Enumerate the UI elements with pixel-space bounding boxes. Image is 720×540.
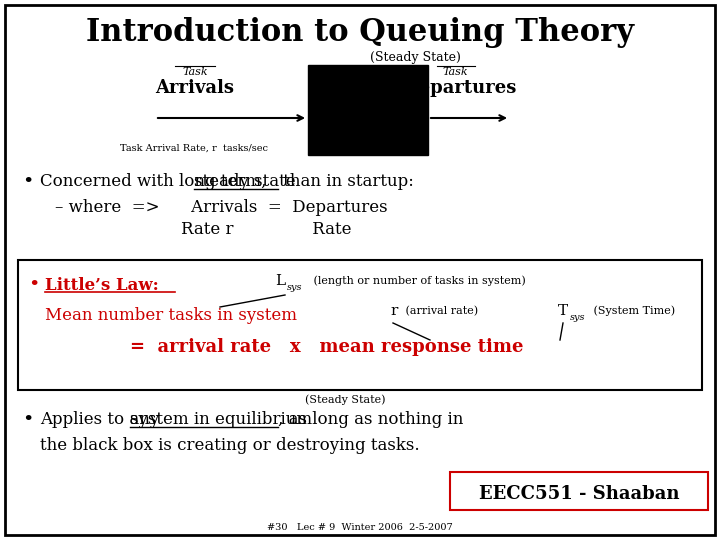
Text: system in equilibrium: system in equilibrium bbox=[130, 411, 312, 429]
Bar bbox=[308, 65, 428, 155]
Text: steady state: steady state bbox=[194, 173, 296, 191]
Text: =  arrival rate   x   mean response time: = arrival rate x mean response time bbox=[130, 338, 523, 356]
Bar bbox=[18, 260, 702, 390]
Text: (arrival rate): (arrival rate) bbox=[402, 306, 478, 316]
Text: EECC551 - Shaaban: EECC551 - Shaaban bbox=[479, 485, 679, 503]
Text: L: L bbox=[275, 274, 285, 288]
Text: Introduction to Queuing Theory: Introduction to Queuing Theory bbox=[86, 17, 634, 48]
Text: than in startup:: than in startup: bbox=[278, 173, 414, 191]
Text: #30   Lec # 9  Winter 2006  2-5-2007: #30 Lec # 9 Winter 2006 2-5-2007 bbox=[267, 523, 453, 532]
Text: Task: Task bbox=[442, 67, 468, 77]
Text: (length or number of tasks in system): (length or number of tasks in system) bbox=[310, 276, 526, 286]
Text: Mean number tasks in system: Mean number tasks in system bbox=[45, 307, 297, 323]
Text: sys: sys bbox=[287, 284, 302, 293]
Text: •: • bbox=[28, 276, 40, 294]
Text: , as long as nothing in: , as long as nothing in bbox=[278, 411, 464, 429]
Text: Little’s Law:: Little’s Law: bbox=[45, 276, 158, 294]
Text: Task: Task bbox=[182, 67, 208, 77]
Text: •: • bbox=[22, 173, 33, 191]
Text: Task Arrival Rate, r  tasks/sec: Task Arrival Rate, r tasks/sec bbox=[120, 144, 268, 152]
Text: Concerned with long term,: Concerned with long term, bbox=[40, 173, 271, 191]
Text: r: r bbox=[390, 304, 397, 318]
Text: T: T bbox=[558, 304, 568, 318]
Text: (System Time): (System Time) bbox=[590, 306, 675, 316]
Text: Arrivals: Arrivals bbox=[156, 79, 235, 97]
Text: Applies to any: Applies to any bbox=[40, 411, 164, 429]
Text: •: • bbox=[22, 411, 33, 429]
Text: Rate r               Rate: Rate r Rate bbox=[55, 221, 351, 239]
Text: (Steady State): (Steady State) bbox=[369, 51, 460, 64]
Bar bbox=[450, 472, 708, 510]
Text: Departures: Departures bbox=[403, 79, 517, 97]
Text: sys: sys bbox=[570, 314, 585, 322]
Text: (Steady State): (Steady State) bbox=[305, 395, 385, 406]
Text: – where  =>      Arrivals  =  Departures: – where => Arrivals = Departures bbox=[55, 199, 387, 217]
Text: the black box is creating or destroying tasks.: the black box is creating or destroying … bbox=[40, 436, 420, 454]
